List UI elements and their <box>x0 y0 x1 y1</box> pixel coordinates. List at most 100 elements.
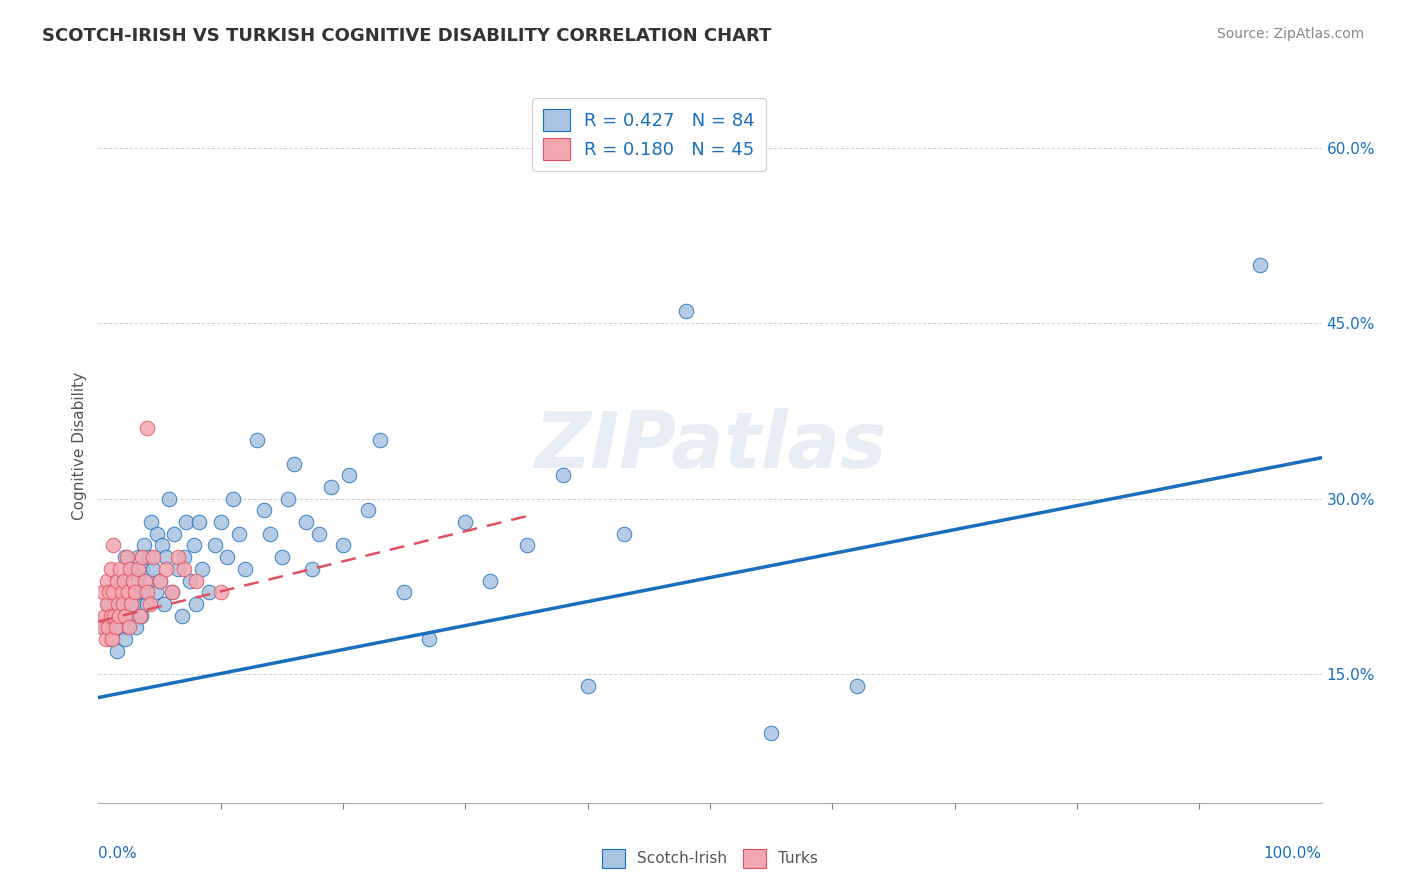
Point <box>454 515 477 529</box>
Point <box>215 550 238 565</box>
Point <box>167 562 190 576</box>
Point <box>107 597 129 611</box>
Point <box>100 632 122 646</box>
Point <box>94 632 117 646</box>
Point <box>125 620 148 634</box>
Point <box>845 679 868 693</box>
Point <box>111 597 134 611</box>
Point <box>134 574 156 588</box>
Point <box>117 620 139 634</box>
Text: 0.0%: 0.0% <box>98 846 138 861</box>
Point <box>146 526 169 541</box>
Point <box>139 574 162 588</box>
Point <box>139 515 162 529</box>
Point <box>91 620 114 634</box>
Point <box>186 597 208 611</box>
Point <box>120 608 142 623</box>
Point <box>142 562 165 576</box>
Point <box>183 538 205 552</box>
Point <box>392 585 416 599</box>
Text: Source: ZipAtlas.com: Source: ZipAtlas.com <box>1216 27 1364 41</box>
Point <box>120 562 142 576</box>
Point <box>134 585 156 599</box>
Point <box>1249 258 1271 272</box>
Point <box>128 585 150 599</box>
Point <box>167 550 190 565</box>
Point <box>118 620 141 634</box>
Point <box>112 574 135 588</box>
Point <box>160 585 183 599</box>
Point <box>114 608 136 623</box>
Point <box>332 538 354 552</box>
Point <box>319 480 342 494</box>
Point <box>155 550 177 565</box>
Point <box>209 515 232 529</box>
Point <box>283 457 305 471</box>
Point <box>186 574 208 588</box>
Point <box>356 503 378 517</box>
Point <box>129 608 152 623</box>
Point <box>93 608 115 623</box>
Point <box>176 515 198 529</box>
Point <box>96 574 118 588</box>
Point <box>112 574 135 588</box>
Point <box>114 632 136 646</box>
Point <box>124 574 146 588</box>
Point <box>233 562 256 576</box>
Point <box>111 585 134 599</box>
Point <box>96 597 118 611</box>
Point <box>277 491 299 506</box>
Point <box>100 608 122 623</box>
Point <box>246 433 269 447</box>
Point <box>259 526 281 541</box>
Point <box>108 597 131 611</box>
Y-axis label: Cognitive Disability: Cognitive Disability <box>72 372 87 520</box>
Point <box>197 585 219 599</box>
Point <box>173 562 195 576</box>
Point <box>149 574 172 588</box>
Point <box>209 585 232 599</box>
Point <box>111 608 134 623</box>
Point <box>111 585 134 599</box>
Point <box>104 620 127 634</box>
Point <box>576 679 599 693</box>
Legend: Scotch-Irish, Turks: Scotch-Irish, Turks <box>596 843 824 873</box>
Point <box>103 608 125 623</box>
Text: SCOTCH-IRISH VS TURKISH COGNITIVE DISABILITY CORRELATION CHART: SCOTCH-IRISH VS TURKISH COGNITIVE DISABI… <box>42 27 772 45</box>
Point <box>142 550 165 565</box>
Point <box>91 585 114 599</box>
Point <box>136 597 159 611</box>
Point <box>150 538 173 552</box>
Point <box>105 574 128 588</box>
Point <box>114 550 136 565</box>
Point <box>160 585 183 599</box>
Point <box>252 503 274 517</box>
Point <box>131 562 153 576</box>
Point <box>478 574 501 588</box>
Point <box>163 526 186 541</box>
Point <box>117 585 139 599</box>
Point <box>93 620 115 634</box>
Point <box>120 562 142 576</box>
Point <box>301 562 323 576</box>
Point <box>97 597 120 611</box>
Point <box>191 562 214 576</box>
Point <box>308 526 330 541</box>
Point <box>97 620 120 634</box>
Point <box>515 538 537 552</box>
Point <box>124 585 146 599</box>
Point <box>138 550 160 565</box>
Point <box>153 597 176 611</box>
Point <box>121 597 143 611</box>
Point <box>101 585 124 599</box>
Point <box>136 585 159 599</box>
Point <box>105 574 128 588</box>
Point <box>418 632 440 646</box>
Point <box>115 597 138 611</box>
Point <box>127 550 149 565</box>
Point <box>675 304 697 318</box>
Point <box>613 526 636 541</box>
Point <box>132 538 155 552</box>
Point <box>110 620 132 634</box>
Point <box>553 468 575 483</box>
